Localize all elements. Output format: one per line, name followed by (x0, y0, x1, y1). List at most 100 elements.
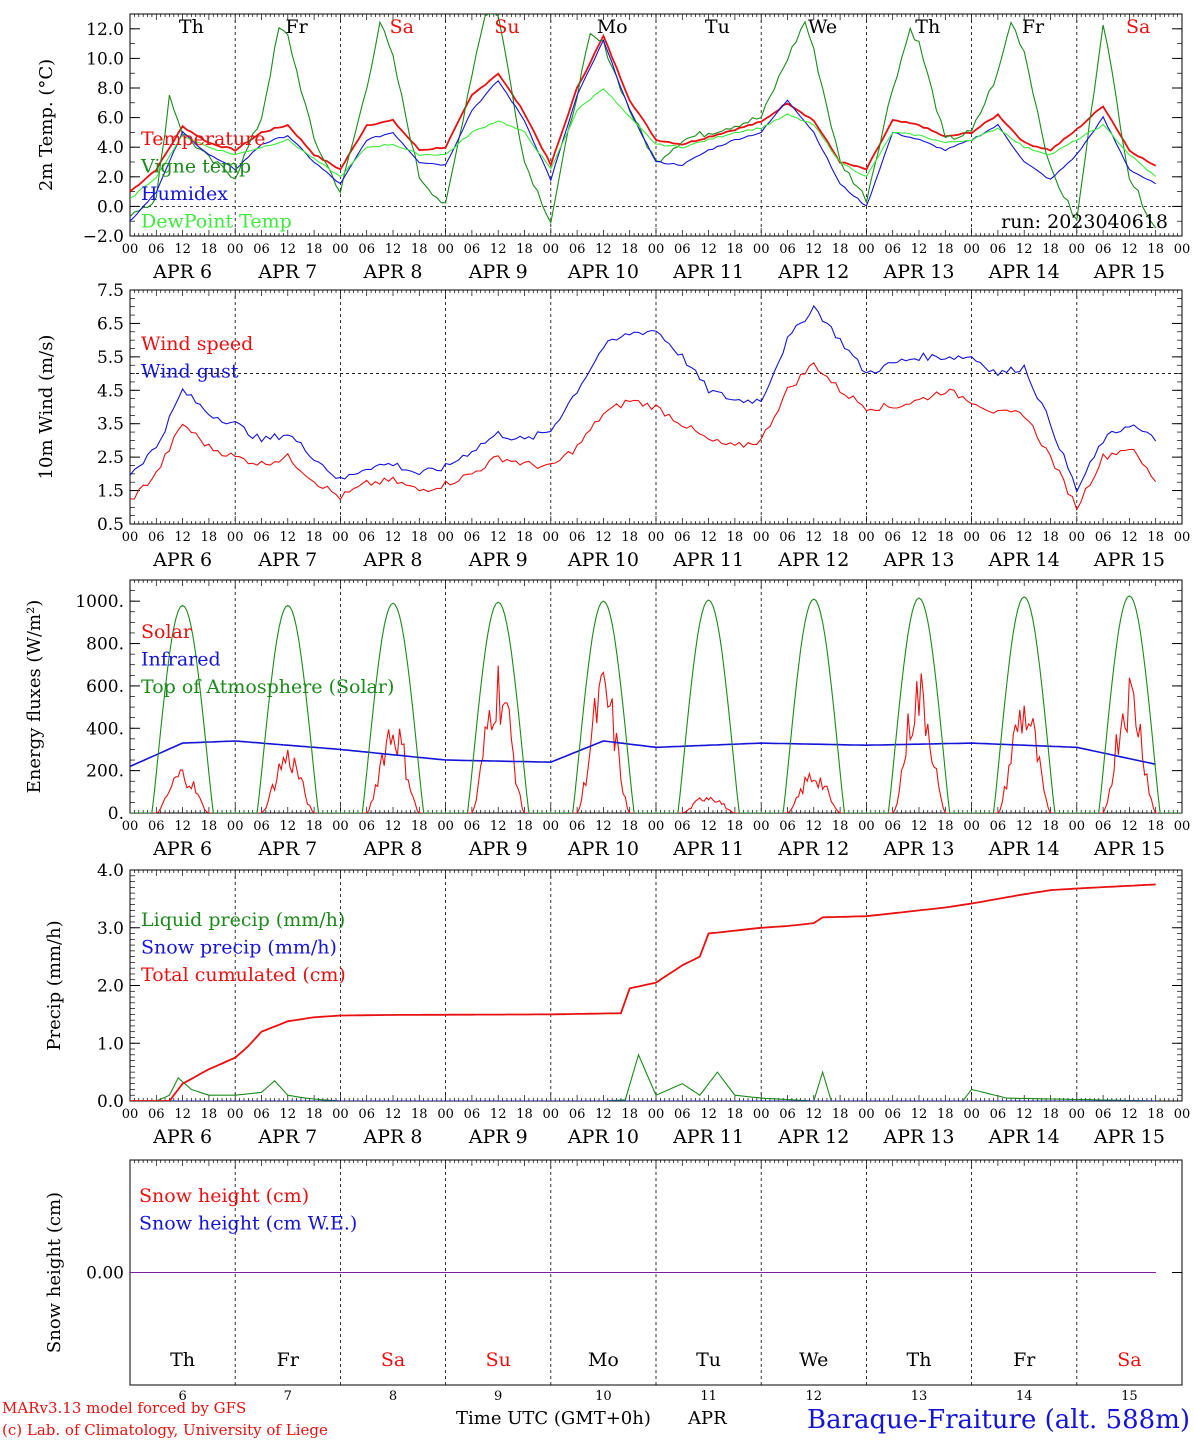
date-label: APR 8 (363, 838, 423, 860)
legend-entry: Snow height (cm W.E.) (139, 1213, 357, 1235)
legend-entry: DewPoint Temp (141, 211, 292, 233)
hour-tick-label: 12 (700, 1107, 717, 1122)
date-label: APR 9 (468, 838, 528, 860)
hour-tick-label: 00 (227, 1107, 244, 1122)
hour-tick-label: 00 (858, 242, 875, 257)
hour-tick-label: 12 (806, 1107, 823, 1122)
day-label: Th (907, 1349, 932, 1371)
hour-tick-label: 12 (595, 819, 612, 834)
hour-tick-label: 06 (464, 242, 481, 257)
hour-tick-label: 18 (727, 819, 744, 834)
day-number: 13 (911, 1389, 928, 1404)
date-label: APR 9 (468, 1126, 528, 1148)
hour-tick-label: 18 (621, 1107, 638, 1122)
hour-tick-label: 12 (1016, 819, 1033, 834)
legend-entry: Infrared (141, 649, 221, 671)
legend-entry: Wind gust (141, 361, 239, 383)
day-number: 6 (178, 1389, 186, 1404)
legend-entry: Humidex (141, 183, 228, 205)
hour-tick-label: 12 (806, 819, 823, 834)
hour-tick-label: 00 (332, 819, 349, 834)
y-tick-label: 1.0 (97, 1034, 124, 1054)
y-tick-label: 3.5 (97, 415, 124, 435)
hour-tick-label: 18 (727, 242, 744, 257)
legend-entry: Total cumulated (cm) (141, 964, 346, 986)
hour-tick-label: 18 (1042, 819, 1059, 834)
date-label: APR 11 (672, 549, 744, 571)
hour-tick-label: 06 (674, 819, 691, 834)
hour-tick-label: 18 (621, 242, 638, 257)
hour-tick-label: 06 (990, 530, 1007, 545)
hour-tick-label: 12 (490, 819, 507, 834)
hour-tick-label: 18 (201, 1107, 218, 1122)
hour-tick-label: 00 (543, 1107, 560, 1122)
x-axis-month: APR (687, 1408, 727, 1429)
hour-tick-label: 12 (490, 530, 507, 545)
day-label: We (808, 16, 837, 38)
day-label: Th (170, 1349, 195, 1371)
date-label: APR 15 (1093, 549, 1165, 571)
date-label: APR 6 (152, 261, 212, 283)
hour-tick-label: 18 (832, 242, 849, 257)
y-tick-label: 5.5 (97, 348, 124, 368)
day-label: Sa (381, 1349, 405, 1371)
hour-tick-label: 12 (1121, 1107, 1138, 1122)
series-line-temperature (130, 33, 1157, 193)
day-label: Tu (705, 16, 730, 38)
hour-tick-label: 18 (937, 1107, 954, 1122)
y-tick-label: 600. (86, 677, 124, 697)
day-label: Sa (1117, 1349, 1141, 1371)
date-label: APR 10 (567, 261, 639, 283)
hour-tick-label: 06 (358, 819, 375, 834)
hour-tick-label: 12 (280, 530, 297, 545)
legend-entry: Wind speed (141, 333, 253, 355)
hour-tick-label: 12 (1016, 530, 1033, 545)
y-tick-label: 200. (86, 762, 124, 782)
hour-tick-label: 12 (911, 242, 928, 257)
hour-tick-label: 00 (122, 242, 139, 257)
hour-tick-label: 18 (201, 530, 218, 545)
day-label: Sa (1126, 16, 1150, 38)
hour-tick-label: 18 (306, 819, 323, 834)
hour-tick-label: 12 (595, 242, 612, 257)
hour-tick-label: 00 (1069, 819, 1086, 834)
hour-tick-label: 18 (1042, 530, 1059, 545)
hour-tick-label: 12 (806, 530, 823, 545)
series-line-solar (130, 665, 1180, 813)
hour-tick-label: 18 (306, 530, 323, 545)
hour-tick-label: 18 (1147, 242, 1164, 257)
hour-tick-label: 06 (990, 819, 1007, 834)
hour-tick-label: 06 (148, 819, 165, 834)
date-label: APR 7 (257, 261, 317, 283)
hour-tick-label: 12 (911, 530, 928, 545)
date-label: APR 12 (777, 261, 849, 283)
date-label: APR 7 (257, 1126, 317, 1148)
hour-tick-label: 06 (1095, 819, 1112, 834)
y-tick-label: 0.5 (97, 515, 124, 535)
hour-tick-label: 12 (280, 819, 297, 834)
hour-tick-label: 18 (516, 819, 533, 834)
date-label: APR 13 (882, 261, 954, 283)
hour-tick-label: 18 (201, 819, 218, 834)
hour-tick-label: 12 (490, 1107, 507, 1122)
date-label: APR 12 (777, 549, 849, 571)
legend-entry: Top of Atmosphere (Solar) (141, 676, 394, 698)
hour-tick-label: 00 (753, 819, 770, 834)
panel-2 (129, 289, 1183, 525)
series-line-liquid-precip-mm-h- (130, 1053, 1156, 1101)
hour-tick-label: 06 (569, 530, 586, 545)
hour-tick-label: 00 (858, 819, 875, 834)
hour-tick-label: 06 (990, 242, 1007, 257)
series-line-infrared (130, 740, 1156, 768)
hour-tick-label: 06 (1095, 1107, 1112, 1122)
series-line-total-cumulated-cm- (130, 883, 1156, 1101)
hour-tick-label: 00 (648, 530, 665, 545)
legend-entry: Vigne temp (140, 156, 251, 178)
date-label: APR 11 (672, 838, 744, 860)
hour-tick-label: 06 (674, 242, 691, 257)
hour-tick-label: 12 (700, 530, 717, 545)
day-number: 7 (284, 1389, 292, 1404)
hour-tick-label: 12 (700, 242, 717, 257)
date-label: APR 13 (882, 549, 954, 571)
hour-tick-label: 12 (595, 1107, 612, 1122)
